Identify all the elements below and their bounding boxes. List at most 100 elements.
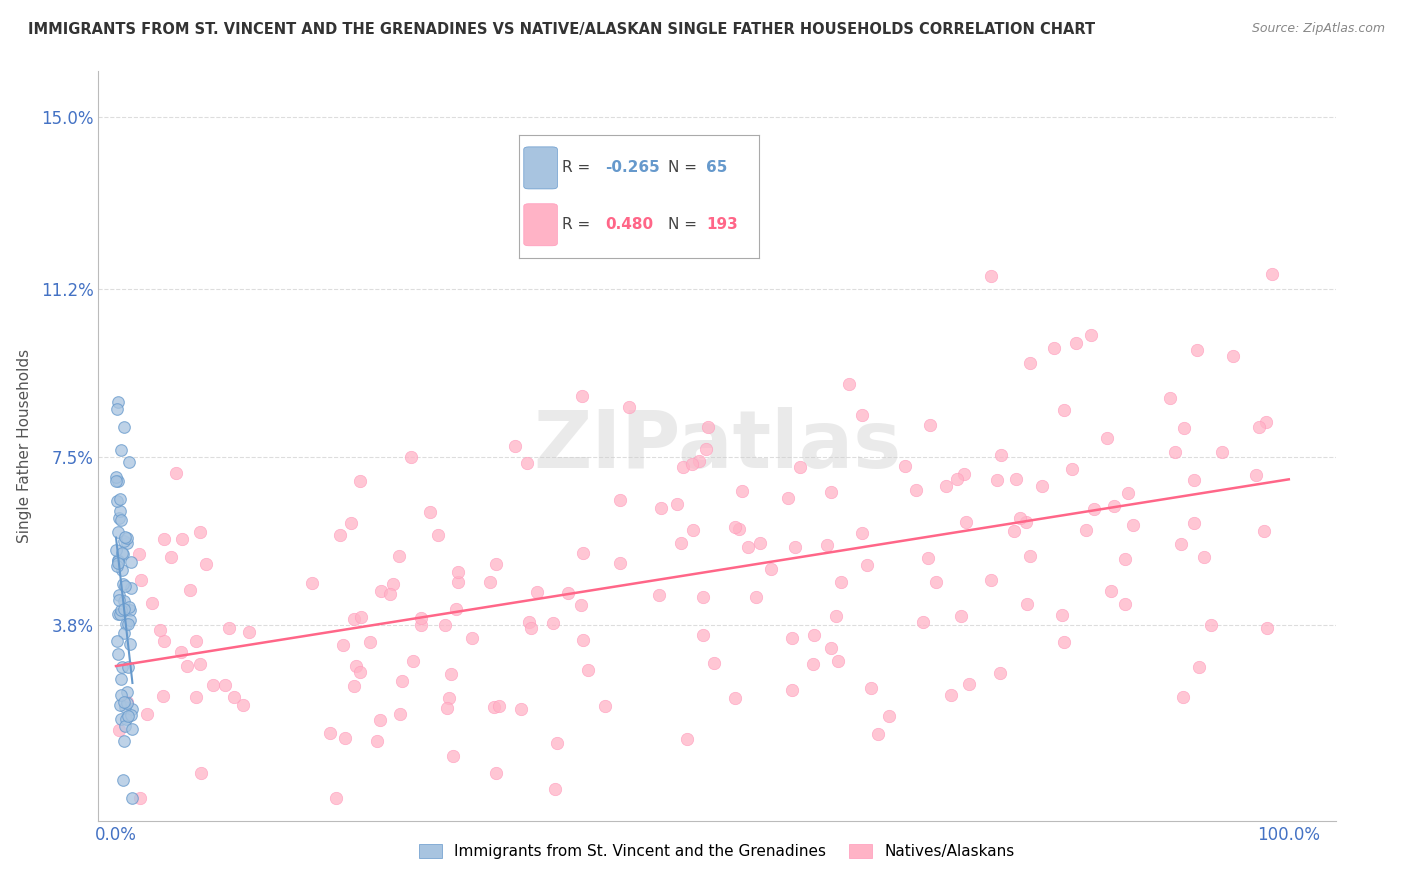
Point — [1015, 515, 1038, 529]
Point — [368, 714, 391, 728]
Point — [366, 734, 388, 748]
Point — [1192, 550, 1215, 565]
Point — [179, 582, 201, 597]
Point — [780, 631, 803, 645]
Point — [827, 653, 849, 667]
Point — [505, 439, 527, 453]
Point — [572, 633, 595, 648]
Point — [170, 532, 193, 546]
Point — [107, 553, 129, 567]
Point — [170, 645, 193, 659]
Point — [526, 585, 548, 599]
Point — [1182, 474, 1205, 488]
Point — [110, 442, 132, 457]
Point — [665, 497, 688, 511]
Point — [1122, 517, 1144, 532]
Point — [479, 575, 502, 590]
Point — [820, 641, 842, 656]
Point — [117, 617, 139, 632]
Point — [318, 726, 340, 740]
Point — [851, 526, 873, 541]
Point — [218, 621, 240, 635]
Point — [593, 698, 616, 713]
Point — [482, 700, 505, 714]
Point — [1043, 341, 1066, 355]
Point — [160, 549, 183, 564]
Point — [648, 588, 671, 602]
Point — [343, 679, 366, 693]
Point — [980, 268, 1002, 283]
Point — [202, 678, 225, 692]
Point — [110, 688, 132, 702]
Point — [1244, 468, 1267, 483]
Point — [1015, 597, 1038, 611]
Text: N =: N = — [668, 161, 696, 176]
Point — [110, 513, 132, 527]
Point — [301, 576, 323, 591]
Point — [107, 474, 129, 488]
Point — [949, 609, 972, 624]
Point — [121, 722, 143, 736]
Point — [115, 695, 138, 709]
Point — [118, 455, 141, 469]
Point — [128, 547, 150, 561]
Point — [672, 460, 695, 475]
Point — [692, 628, 714, 642]
Point — [1116, 486, 1139, 500]
Text: N =: N = — [668, 218, 696, 232]
Point — [349, 665, 371, 680]
Point — [1256, 622, 1278, 636]
Point — [1019, 356, 1042, 370]
Point — [110, 603, 132, 617]
Point — [815, 538, 838, 552]
Point — [112, 626, 135, 640]
Point — [238, 625, 260, 640]
Point — [120, 602, 142, 616]
Point — [1050, 608, 1073, 623]
Point — [935, 479, 957, 493]
Point — [112, 601, 135, 615]
Point — [108, 723, 131, 738]
Point — [349, 609, 371, 624]
Text: 0.480: 0.480 — [606, 218, 654, 232]
Point — [441, 749, 464, 764]
Point — [980, 573, 1002, 587]
Point — [543, 782, 565, 797]
Point — [1018, 549, 1040, 563]
Point — [911, 615, 934, 630]
Text: 193: 193 — [706, 218, 738, 232]
Point — [851, 408, 873, 422]
Point — [728, 522, 751, 536]
Point — [859, 681, 882, 696]
Point — [110, 673, 132, 687]
Point — [1031, 479, 1053, 493]
Point — [105, 494, 128, 508]
Point — [1201, 617, 1223, 632]
Point — [1249, 420, 1271, 434]
Point — [571, 598, 593, 612]
Point — [894, 459, 917, 474]
Point — [232, 698, 254, 713]
Point — [748, 536, 770, 550]
Point — [401, 450, 423, 464]
Text: R =: R = — [562, 161, 591, 176]
Point — [509, 702, 531, 716]
Point — [370, 583, 392, 598]
Text: IMMIGRANTS FROM ST. VINCENT AND THE GRENADINES VS NATIVE/ALASKAN SINGLE FATHER H: IMMIGRANTS FROM ST. VINCENT AND THE GREN… — [28, 22, 1095, 37]
Point — [380, 586, 402, 600]
Text: ZIPatlas: ZIPatlas — [533, 407, 901, 485]
Point — [111, 546, 134, 560]
Point — [946, 472, 969, 486]
Point — [120, 581, 142, 595]
Point — [402, 654, 425, 668]
Point — [546, 736, 568, 750]
Point — [520, 621, 543, 635]
FancyBboxPatch shape — [524, 203, 557, 246]
Point — [141, 596, 163, 610]
Point — [572, 546, 595, 560]
Point — [1222, 349, 1244, 363]
Point — [121, 702, 143, 716]
Point — [120, 555, 142, 569]
Point — [110, 607, 132, 622]
Text: Source: ZipAtlas.com: Source: ZipAtlas.com — [1251, 22, 1385, 36]
